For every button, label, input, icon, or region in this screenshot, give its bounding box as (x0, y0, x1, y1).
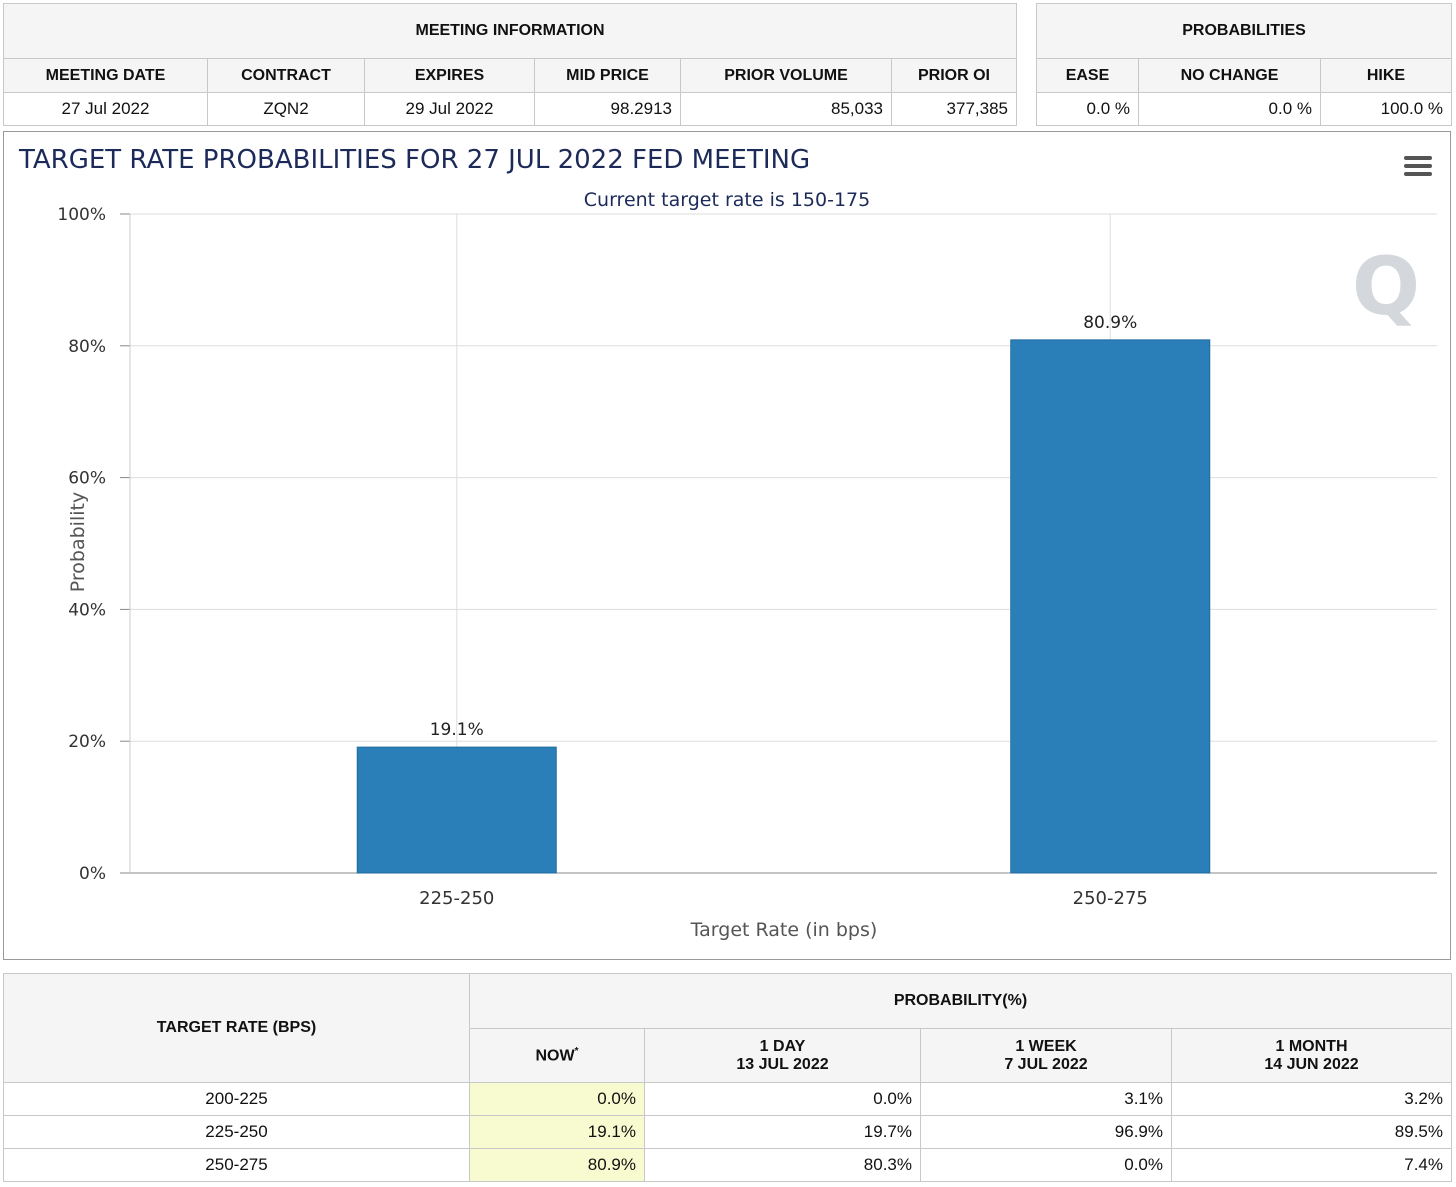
probability-cell: 7.4% (1171, 1148, 1452, 1182)
header-prior-volume: PRIOR VOLUME (680, 58, 892, 93)
probability-cell: 0.0% (644, 1082, 921, 1116)
prior-volume: 85,033 (680, 92, 892, 126)
header-1week: 1 WEEK (1015, 1037, 1077, 1055)
header-1month-date: 14 JUN 2022 (1264, 1055, 1359, 1073)
header-prior-oi: PRIOR OI (891, 58, 1017, 93)
x-tick-label: 250-275 (1073, 888, 1148, 909)
header-expires: EXPIRES (364, 58, 535, 93)
probabilities-table: PROBABILITIES EASE NO CHANGE HIKE 0.0 % … (1036, 3, 1452, 126)
header-hike: HIKE (1320, 58, 1452, 93)
chart-subtitle: Current target rate is 150-175 (584, 189, 870, 211)
header-1day: 1 DAY (759, 1037, 806, 1055)
no-change-value: 0.0 % (1138, 92, 1321, 126)
table-row: 225-250 19.1% 19.7% 96.9% 89.5% (3, 1115, 1452, 1149)
mid-price: 98.2913 (534, 92, 681, 126)
header-probability: PROBABILITY(%) (469, 973, 1452, 1029)
probability-cell: 19.1% (469, 1115, 645, 1149)
meeting-info-table: MEETING INFORMATION MEETING DATE CONTRAC… (3, 3, 1017, 126)
chart-panel: TARGET RATE PROBABILITIES FOR 27 JUL 202… (3, 131, 1451, 960)
y-tick-label: 60% (68, 469, 106, 489)
hike-value: 100.0 % (1320, 92, 1452, 126)
data-label: 19.1% (430, 720, 484, 740)
probability-cell: 3.1% (920, 1082, 1172, 1116)
expires: 29 Jul 2022 (364, 92, 535, 126)
meeting-info-title: MEETING INFORMATION (3, 3, 1017, 59)
now-asterisk: * (574, 1045, 579, 1057)
contract: ZQN2 (207, 92, 365, 126)
y-tick-label: 20% (68, 732, 106, 752)
rate-cell: 200-225 (3, 1082, 470, 1116)
header-now: NOW (535, 1047, 575, 1065)
probability-cell: 0.0% (920, 1148, 1172, 1182)
probability-cell: 19.7% (644, 1115, 921, 1149)
bar (356, 746, 557, 874)
probability-cell: 80.9% (469, 1148, 645, 1182)
probability-cell: 80.3% (644, 1148, 921, 1182)
rate-cell: 250-275 (3, 1148, 470, 1182)
header-target-rate: TARGET RATE (BPS) (3, 973, 470, 1083)
x-axis-label: Target Rate (in bps) (690, 919, 878, 941)
header-contract: CONTRACT (207, 58, 365, 93)
header-1month: 1 MONTH (1275, 1037, 1348, 1055)
meeting-date: 27 Jul 2022 (3, 92, 208, 126)
probability-cell: 89.5% (1171, 1115, 1452, 1149)
rate-cell: 225-250 (3, 1115, 470, 1149)
y-tick-label: 0% (79, 864, 106, 884)
probability-cell: 3.2% (1171, 1082, 1452, 1116)
ease-value: 0.0 % (1036, 92, 1139, 126)
bar (1010, 339, 1211, 874)
watermark-logo-icon: Q (1352, 240, 1420, 333)
bar-chart: TARGET RATE PROBABILITIES FOR 27 JUL 202… (18, 145, 1437, 941)
header-1day-date: 13 JUL 2022 (736, 1055, 829, 1073)
y-tick-label: 40% (68, 600, 106, 620)
table-row: 250-275 80.9% 80.3% 0.0% 7.4% (3, 1148, 1452, 1182)
x-tick-label: 225-250 (419, 888, 494, 909)
data-label: 80.9% (1083, 313, 1137, 333)
probability-cell: 96.9% (920, 1115, 1172, 1149)
header-ease: EASE (1036, 58, 1139, 93)
header-no-change: NO CHANGE (1138, 58, 1321, 93)
y-axis-label: Probability (67, 492, 89, 592)
header-mid-price: MID PRICE (534, 58, 681, 93)
chart-title: TARGET RATE PROBABILITIES FOR 27 JUL 202… (18, 145, 810, 175)
header-meeting-date: MEETING DATE (3, 58, 208, 93)
menu-icon[interactable] (1404, 156, 1432, 176)
prior-oi: 377,385 (891, 92, 1017, 126)
table-row: 200-225 0.0% 0.0% 3.1% 3.2% (3, 1082, 1452, 1116)
y-tick-label: 80% (68, 337, 106, 357)
history-table: TARGET RATE (BPS) PROBABILITY(%) NOW* 1 … (3, 973, 1452, 1182)
probability-cell: 0.0% (469, 1082, 645, 1116)
header-1week-date: 7 JUL 2022 (1004, 1055, 1088, 1073)
y-tick-label: 100% (57, 205, 106, 225)
probabilities-title: PROBABILITIES (1036, 3, 1452, 59)
